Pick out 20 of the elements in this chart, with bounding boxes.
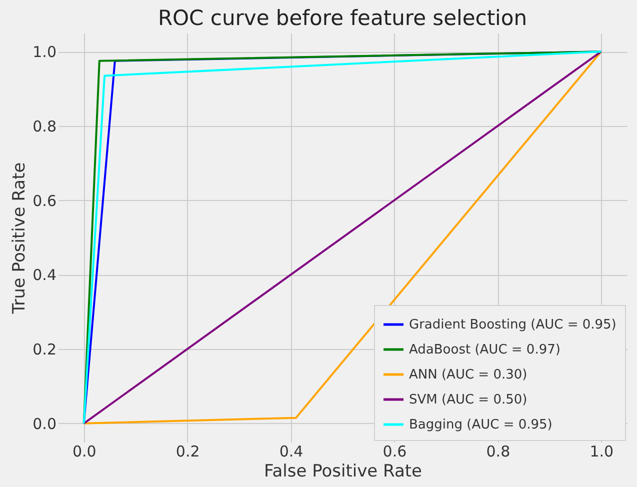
- legend-label: AdaBoost (AUC = 0.97): [409, 342, 560, 358]
- legend-label: ANN (AUC = 0.30): [409, 368, 528, 382]
- y-tick-label: 1.0: [32, 43, 56, 62]
- legend-label: Bagging (AUC = 0.95): [409, 418, 552, 432]
- y-tick-label: 0.0: [32, 414, 56, 433]
- x-tick-label: 0.6: [382, 442, 407, 460]
- chart-title: ROC curve before feature selection: [158, 6, 528, 30]
- y-tick-label: 0.6: [32, 192, 56, 210]
- y-tick-label: 0.8: [32, 117, 56, 136]
- x-tick-label: 0.8: [486, 442, 510, 460]
- y-tick-label: 0.4: [32, 266, 56, 284]
- x-tick-label: 0.2: [176, 442, 200, 460]
- x-tick-label: 0.4: [279, 442, 304, 460]
- x-tick-label: 1.0: [590, 442, 614, 460]
- y-tick-label: 0.2: [32, 340, 56, 359]
- legend-label: Gradient Boosting (AUC = 0.95): [409, 318, 616, 332]
- x-tick-label: 0.0: [72, 442, 96, 460]
- y-axis-title: True Positive Rate: [10, 162, 30, 315]
- x-axis-title: False Positive Rate: [264, 462, 422, 482]
- legend-label: SVM (AUC = 0.50): [409, 392, 528, 408]
